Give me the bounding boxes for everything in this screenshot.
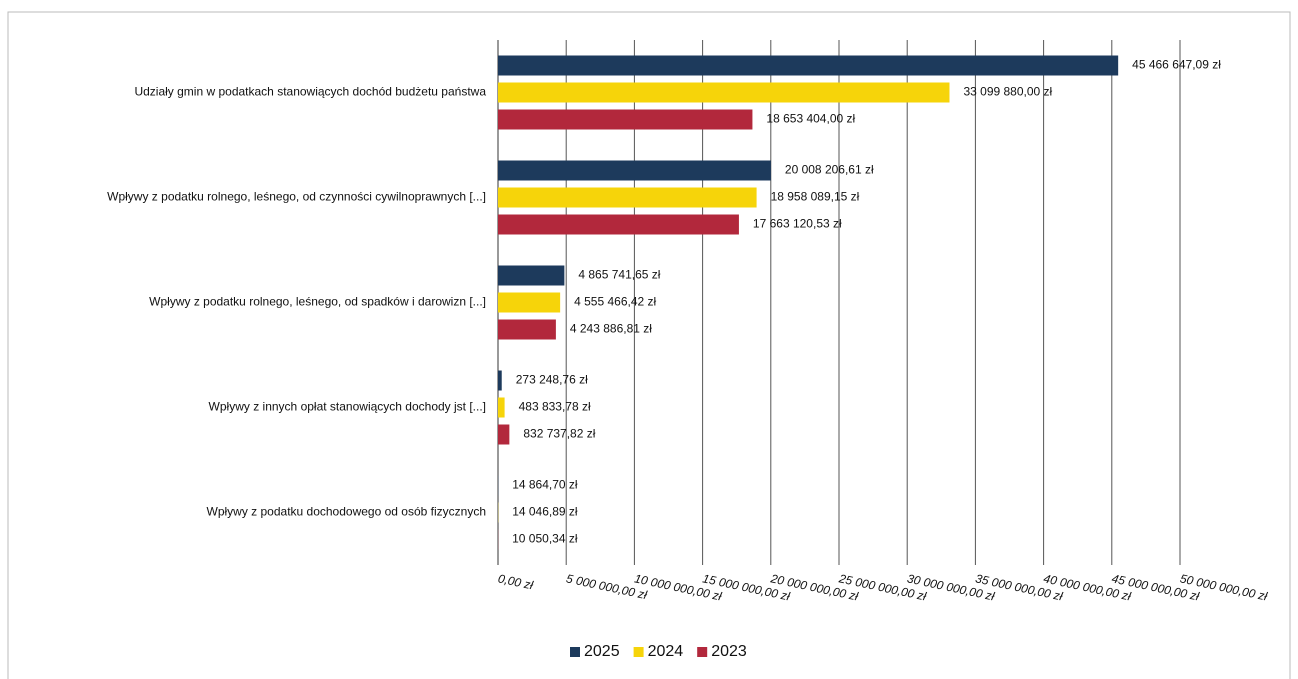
y-tick-label: Wpływy z innych opłat stanowiących docho… — [209, 400, 486, 414]
legend-swatch — [633, 647, 644, 657]
value-label: 4 555 466,42 zł — [574, 295, 656, 309]
bar — [498, 214, 739, 235]
legend-swatch — [570, 647, 580, 657]
x-tick-label: 0,00 zł — [497, 571, 535, 592]
value-label: 10 050,34 zł — [512, 532, 578, 546]
legend-label: 2025 — [584, 643, 620, 660]
value-label: 17 663 120,53 zł — [753, 217, 842, 231]
value-label: 4 865 741,65 zł — [578, 268, 660, 282]
value-label: 14 046,89 zł — [512, 505, 578, 519]
bar — [498, 187, 757, 208]
legend-label: 2024 — [648, 643, 684, 660]
value-label: 483 833,78 zł — [519, 400, 591, 414]
value-label: 14 864,70 zł — [512, 478, 578, 492]
bar — [498, 319, 556, 340]
value-label: 4 243 886,81 zł — [570, 322, 652, 336]
value-label: 20 008 206,61 zł — [785, 163, 874, 177]
bar — [498, 424, 510, 445]
bar — [498, 265, 565, 286]
bar — [498, 82, 950, 103]
y-tick-label: Wpływy z podatku dochodowego od osób fiz… — [207, 505, 487, 519]
bar — [498, 55, 1119, 76]
chart-frame — [7, 11, 1291, 679]
value-label: 33 099 880,00 zł — [963, 85, 1052, 99]
y-tick-label: Wpływy z podatku rolnego, leśnego, od sp… — [149, 295, 486, 309]
y-tick-label: Wpływy z podatku rolnego, leśnego, od cz… — [107, 190, 486, 204]
value-label: 832 737,82 zł — [523, 427, 595, 441]
value-label: 45 466 647,09 zł — [1132, 58, 1221, 72]
bar — [498, 292, 561, 313]
legend-label: 2023 — [711, 643, 747, 660]
value-label: 273 248,76 zł — [516, 373, 588, 387]
legend-swatch — [697, 647, 708, 657]
y-tick-label: Udziały gmin w podatkach stanowiących do… — [134, 85, 486, 99]
bar — [498, 370, 502, 391]
value-label: 18 653 404,00 zł — [766, 112, 855, 126]
value-label: 18 958 089,15 zł — [771, 190, 860, 204]
bar — [498, 109, 753, 130]
bar — [498, 160, 771, 181]
bar — [498, 397, 505, 418]
